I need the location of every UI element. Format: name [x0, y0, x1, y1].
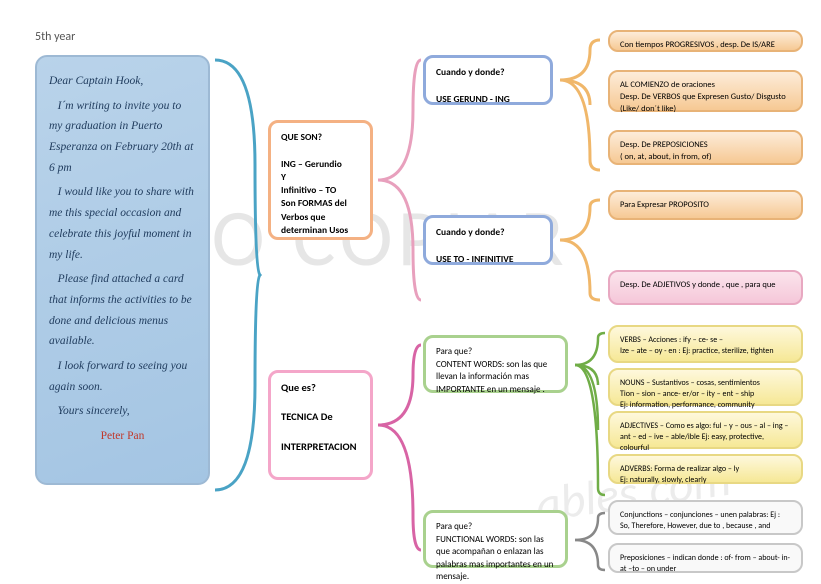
bracket-functional [570, 510, 610, 575]
letter-card: Dear Captain Hook, I´m writing to invite… [35, 55, 210, 485]
bracket-main [210, 55, 265, 495]
leaf-cw1: VERBS – Acciones : ify – ce- se – Ize – … [608, 325, 803, 363]
node-que-son: QUE SON? ING – Gerundio Y Infinitivo – T… [268, 120, 373, 240]
letter-p4: I look forward to seeing you again soon. [49, 356, 196, 397]
letter-p5: Yours sincerely, [49, 401, 196, 422]
node-functional-words: Para que? FUNCTIONAL WORDS: son las que … [423, 510, 568, 568]
bracket-gerund [555, 35, 605, 175]
leaf-ger2: AL COMIENZO de oraciones Desp. De VERBOS… [608, 70, 803, 112]
node-tecnica: Que es? TECNICA De INTERPRETACION [268, 370, 373, 480]
letter-p3: Please find attached a card that informs… [49, 269, 196, 352]
letter-greeting: Dear Captain Hook, [49, 71, 196, 92]
letter-signature: Peter Pan [49, 426, 196, 447]
letter-p2: I would like you to share with me this s… [49, 182, 196, 265]
node-content-words: Para que? CONTENT WORDS: son las que lle… [423, 335, 568, 393]
leaf-fw1: Conjunctions – conjunciones – unen palab… [608, 500, 803, 535]
node-gerund: Cuando y donde? USE GERUND - ING [423, 55, 553, 105]
leaf-fw2: Preposiciones – indican donde : of- from… [608, 543, 803, 573]
page-header: 5th year [35, 30, 75, 44]
bracket-infinitive [555, 195, 605, 305]
bracket-content [570, 330, 610, 500]
leaf-ger1: Con tiempos PROGRESIVOS , desp. De IS/AR… [608, 30, 803, 52]
leaf-cw2: NOUNS – Sustantivos – cosas, sentimiento… [608, 368, 803, 406]
letter-p1: I´m writing to invite you to my graduati… [49, 96, 196, 179]
leaf-ger3: Desp. De PREPOSICIONES ( on, at, about, … [608, 130, 803, 165]
bracket-tecnica [373, 340, 423, 560]
bracket-grammar [373, 55, 423, 305]
leaf-inf2: Desp. De ADJETIVOS y donde , que , para … [608, 270, 803, 305]
node-infinitive: Cuando y donde? USE TO - INFINITIVE [423, 215, 553, 265]
leaf-cw4: ADVERBS: Forma de realizar algo – ly Ej:… [608, 454, 803, 484]
leaf-cw3: ADJECTIVES – Como es algo: ful – y – ous… [608, 411, 803, 449]
leaf-inf1: Para Expresar PROPOSITO [608, 190, 803, 220]
